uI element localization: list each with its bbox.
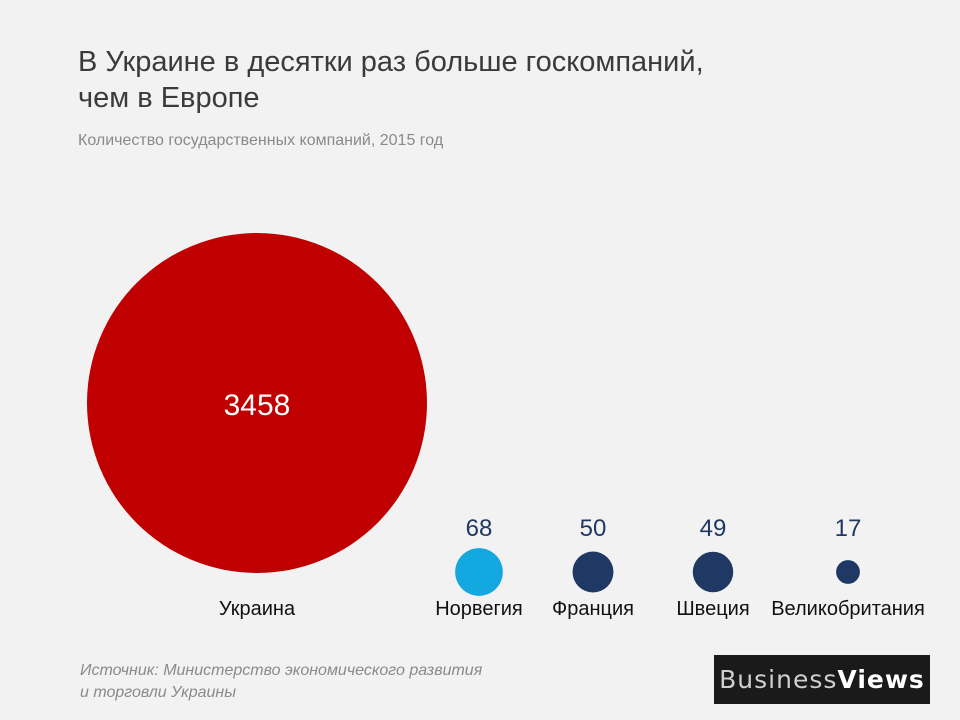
chart-title-line-2: чем в Европе: [78, 82, 260, 114]
value-label-2: 50: [580, 515, 607, 542]
value-label-0: 3458: [224, 389, 291, 422]
chart-title-line-1: В Украине в десятки раз больше госкомпан…: [78, 46, 704, 78]
category-label-0: Украина: [219, 598, 296, 620]
bubble-1: [455, 548, 503, 596]
category-label-4: Великобритания: [771, 598, 925, 620]
value-label-1: 68: [466, 515, 493, 542]
value-label-4: 17: [835, 515, 862, 542]
bubble-0: [87, 233, 427, 573]
category-label-3: Швеция: [676, 598, 749, 620]
logo-part-business: Business: [719, 665, 838, 694]
value-label-3: 49: [700, 515, 727, 542]
category-label-2: Франция: [552, 598, 634, 620]
source-line-2: и торговли Украины: [80, 684, 236, 701]
source-note: Источник: Министерство экономического ра…: [80, 660, 600, 704]
category-label-1: Норвегия: [435, 598, 523, 620]
chart-title: В Украине в десятки раз больше госкомпан…: [78, 44, 898, 116]
businessviews-logo: Business Views: [714, 655, 930, 704]
bubble-4: [836, 560, 860, 584]
source-line-1: Источник: Министерство экономического ра…: [80, 662, 483, 679]
chart-subtitle: Количество государственных компаний, 201…: [78, 132, 444, 149]
logo-part-views: Views: [837, 665, 925, 694]
bubble-2: [572, 551, 614, 593]
bubble-3: [692, 551, 734, 593]
